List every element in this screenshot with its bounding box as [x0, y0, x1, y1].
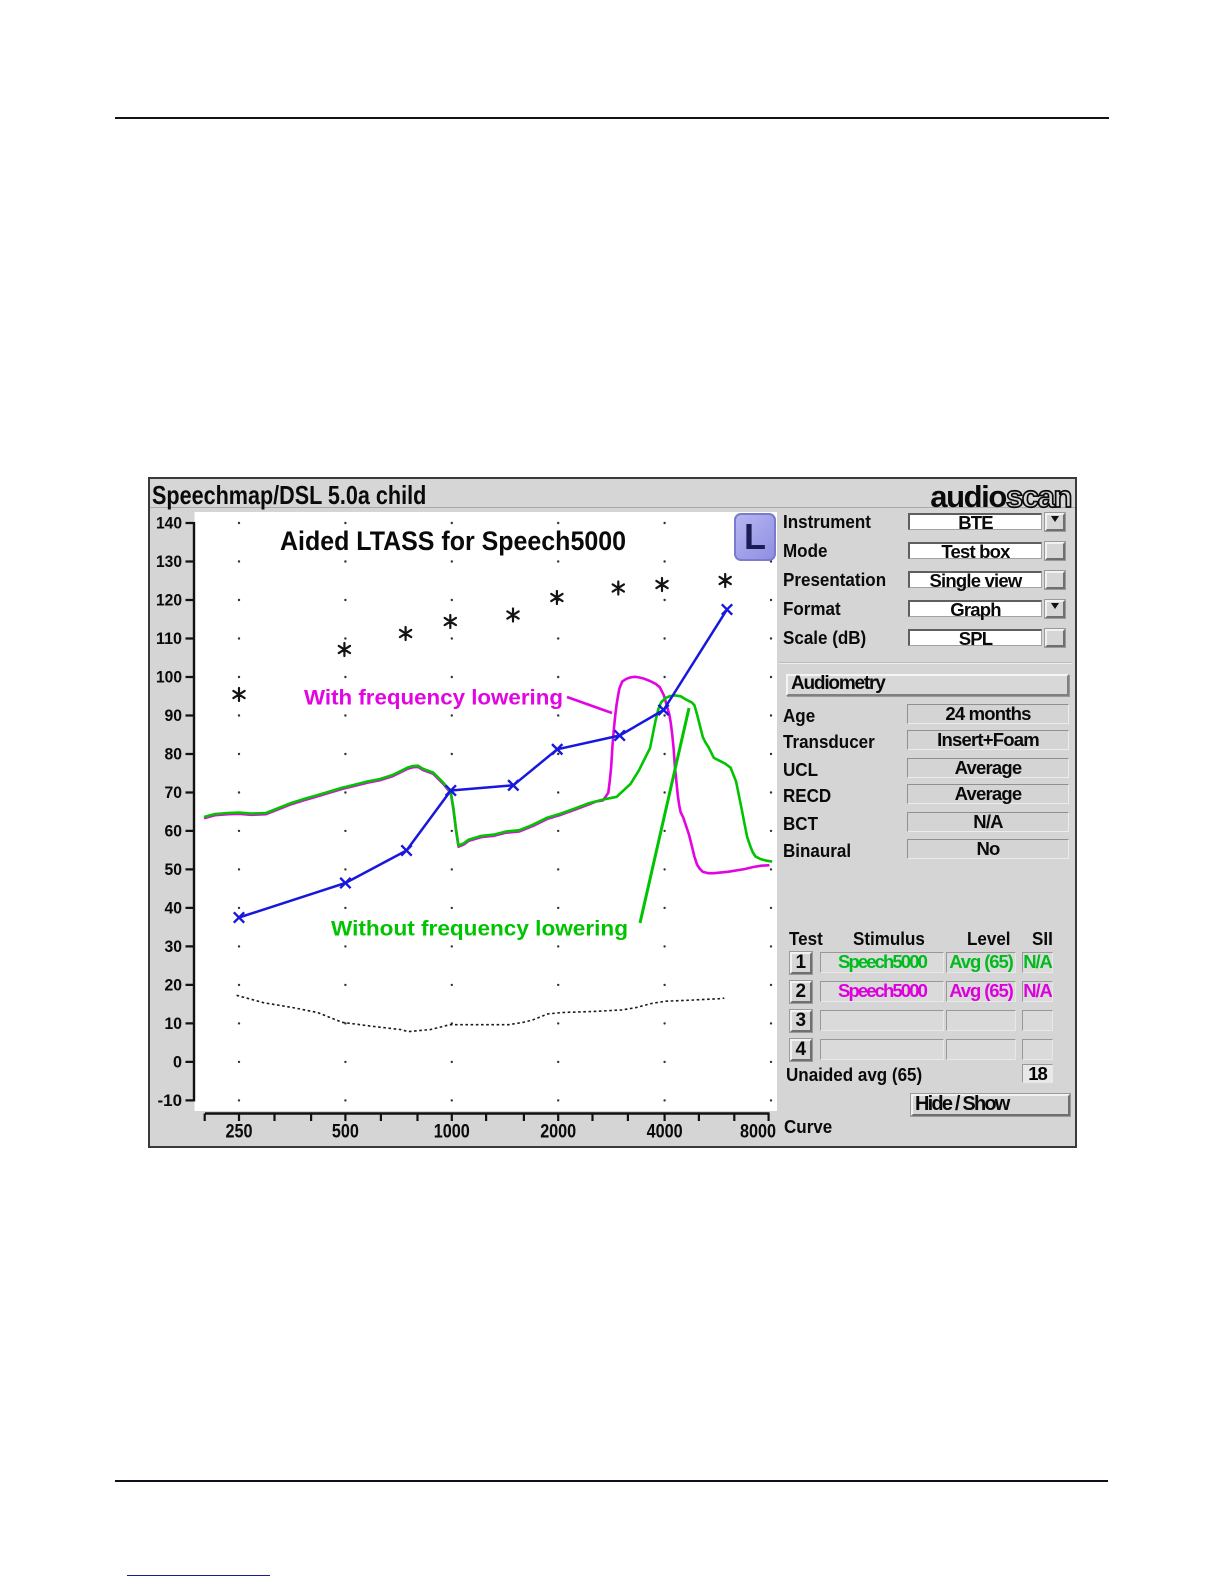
svg-text:130: 130 — [156, 553, 182, 571]
svg-text:1000: 1000 — [434, 1121, 470, 1143]
svg-text:8000: 8000 — [740, 1121, 776, 1143]
svg-text:70: 70 — [165, 784, 183, 802]
svg-text:80: 80 — [165, 746, 183, 764]
svg-text:50: 50 — [165, 861, 183, 879]
svg-text:250: 250 — [226, 1121, 253, 1143]
svg-text:4000: 4000 — [647, 1121, 683, 1143]
svg-text:Aided LTASS for Speech5000: Aided LTASS for Speech5000 — [280, 526, 626, 556]
svg-text:0: 0 — [173, 1053, 182, 1071]
svg-text:500: 500 — [332, 1121, 359, 1143]
svg-text:10: 10 — [165, 1015, 183, 1033]
svg-text:With frequency lowering: With frequency lowering — [304, 686, 563, 710]
svg-text:60: 60 — [165, 822, 183, 840]
svg-text:40: 40 — [165, 899, 183, 917]
svg-text:20: 20 — [165, 976, 183, 994]
svg-text:2000: 2000 — [540, 1121, 576, 1143]
svg-text:30: 30 — [165, 938, 183, 956]
svg-text:Without frequency lowering: Without frequency lowering — [331, 917, 628, 941]
svg-text:90: 90 — [165, 707, 183, 725]
svg-text:140: 140 — [156, 515, 182, 533]
svg-text:120: 120 — [156, 592, 182, 610]
svg-text:100: 100 — [156, 669, 182, 687]
svg-text:110: 110 — [156, 630, 182, 648]
svg-text:-10: -10 — [158, 1092, 183, 1110]
